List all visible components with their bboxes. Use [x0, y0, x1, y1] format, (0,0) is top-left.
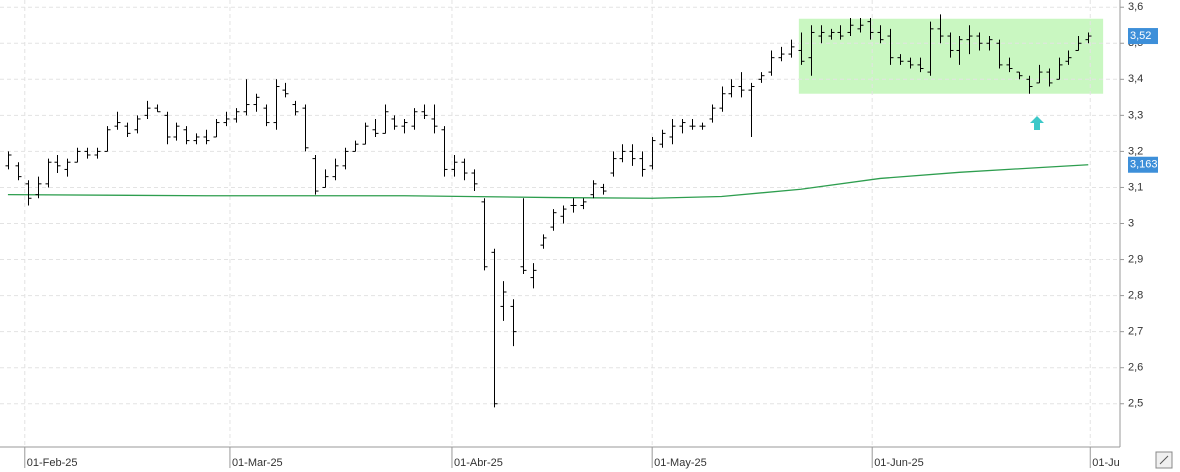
- price-label-box: [1128, 28, 1158, 45]
- x-tick-label: 01-Abr-25: [454, 457, 503, 469]
- arrow-icon: [1030, 116, 1044, 130]
- y-tick-label: 2,5: [1128, 398, 1143, 410]
- y-tick-label: 2,7: [1128, 326, 1143, 338]
- x-tick-label: 01-Ju: [1092, 457, 1120, 469]
- corner-icon: [1159, 455, 1169, 465]
- x-tick-label: 01-Feb-25: [27, 457, 78, 469]
- price-label: 3,52: [1130, 30, 1151, 42]
- y-tick-label: 2,6: [1128, 362, 1143, 374]
- y-tick-label: 3,3: [1128, 109, 1143, 121]
- y-tick-label: 3,2: [1128, 145, 1143, 157]
- x-tick-label: 01-Mar-25: [232, 457, 283, 469]
- y-tick-label: 3,6: [1128, 1, 1143, 13]
- y-tick-label: 3: [1128, 217, 1134, 229]
- y-tick-label: 2,9: [1128, 253, 1143, 265]
- price-label: 3,163: [1130, 159, 1158, 171]
- price-label-box: [1128, 156, 1158, 173]
- x-tick-label: 01-May-25: [654, 457, 707, 469]
- y-tick-label: 3,4: [1128, 73, 1143, 85]
- average-line: [7, 164, 1089, 199]
- y-tick-label: 3,1: [1128, 181, 1143, 193]
- x-tick-label: 01-Jun-25: [874, 457, 924, 469]
- y-tick-label: 2,8: [1128, 290, 1143, 302]
- plot: [0, 0, 1120, 447]
